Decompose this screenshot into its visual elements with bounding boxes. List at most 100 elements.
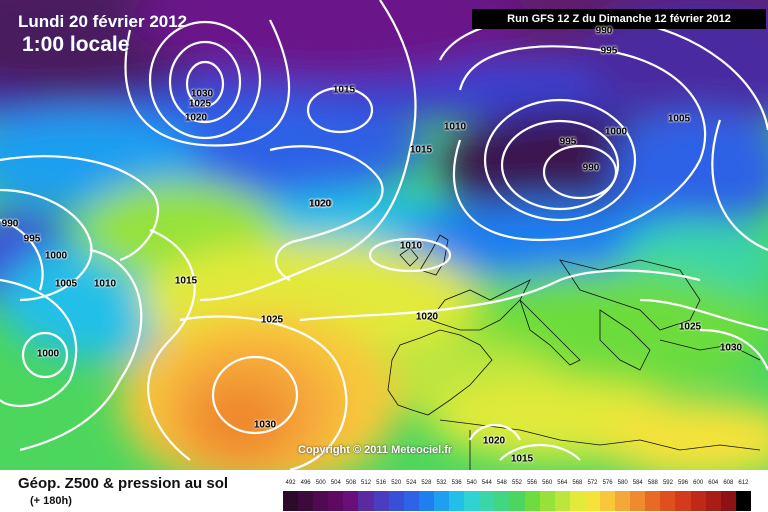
scale-tick-label: 516 — [376, 480, 387, 486]
isobar-label: 995 — [600, 45, 618, 57]
isobar-label: 1015 — [174, 275, 198, 287]
scale-swatch — [554, 491, 570, 511]
isobar-label: 1030 — [253, 419, 277, 431]
isobar-label: 990 — [582, 162, 600, 174]
scale-tick-label: 588 — [647, 480, 658, 486]
scale-tick-label: 524 — [406, 480, 417, 486]
scale-tick-label: 584 — [632, 480, 643, 486]
copyright-notice: Copyright © 2011 Meteociel.fr — [298, 444, 453, 456]
scale-swatch — [494, 491, 510, 511]
scale-swatch — [433, 491, 450, 511]
scale-swatch — [539, 491, 555, 511]
scale-tick-label: 496 — [300, 480, 311, 486]
scale-ticks: 492 496 500 504 508 512 516 520 524 528 532 536 540 5… — [283, 480, 751, 490]
isobar-label: 1015 — [510, 453, 534, 465]
scale-tick-label: 556 — [527, 480, 538, 486]
scale-swatch — [449, 491, 465, 511]
scale-tick-label: 612 — [738, 480, 749, 486]
isobar-label: 1010 — [93, 278, 117, 290]
isobar-label: 995 — [23, 233, 41, 245]
scale-swatch — [313, 491, 329, 511]
scale-tick-label: 512 — [361, 480, 372, 486]
scale-swatch — [509, 491, 525, 511]
forecast-time: 1:00 locale — [22, 33, 130, 56]
scale-swatch — [328, 491, 344, 511]
scale-tick-label: 492 — [285, 480, 296, 486]
weather-map: Lundi 20 février 2012 1:00 locale Run GF… — [0, 0, 768, 470]
scale-tick-label: 520 — [391, 480, 402, 486]
scale-tick-label: 576 — [602, 480, 613, 486]
legend-footer: Géop. Z500 & pression au sol (+ 180h) 49… — [0, 470, 768, 512]
isobar-label: 1010 — [443, 121, 467, 133]
scale-tick-label: 608 — [723, 480, 734, 486]
scale-swatch — [615, 491, 631, 511]
isobar-label: 990 — [595, 25, 613, 37]
isobar-label: 1010 — [399, 240, 423, 252]
isobar-label: 1030 — [190, 88, 214, 100]
scale-tick-label: 544 — [481, 480, 492, 486]
isobar-label: 1020 — [309, 198, 333, 210]
isobar-label: 1020 — [308, 198, 332, 210]
scale-tick-label: 572 — [587, 480, 598, 486]
isobars — [0, 0, 768, 470]
scale-swatch — [343, 491, 359, 511]
scale-tick-label: 504 — [330, 480, 341, 486]
isobar-label: 1025 — [678, 321, 702, 333]
scale-tick-label: 528 — [421, 480, 432, 486]
scale-tick-label: 592 — [662, 480, 673, 486]
scale-tick-label: 536 — [451, 480, 462, 486]
scale-swatch — [599, 491, 616, 511]
isobar-label: 990 — [1, 218, 19, 230]
isobar-label: 1005 — [667, 113, 691, 125]
forecast-date: Lundi 20 février 2012 — [18, 12, 188, 31]
scale-swatch — [418, 491, 434, 511]
scale-swatch — [388, 491, 404, 511]
isobar-label: 995 — [559, 136, 577, 148]
scale-tick-label: 600 — [693, 480, 704, 486]
scale-swatch — [464, 491, 480, 511]
scale-swatch — [479, 491, 495, 511]
isobar-label: 1020 — [415, 311, 439, 323]
scale-swatch — [298, 491, 314, 511]
scale-swatch — [720, 491, 736, 511]
scale-swatch — [705, 491, 721, 511]
scale-swatch — [675, 491, 691, 511]
scale-tick-label: 604 — [708, 480, 719, 486]
scale-swatch — [373, 491, 389, 511]
scale-swatch — [660, 491, 676, 511]
scale-tick-label: 568 — [572, 480, 583, 486]
isobar-label: 1000 — [604, 126, 628, 138]
scale-swatch — [403, 491, 419, 511]
scale-tick-label: 532 — [436, 480, 447, 486]
scale-swatch — [645, 491, 661, 511]
scale-swatch — [630, 491, 646, 511]
map-canvas — [0, 0, 768, 470]
isobar-label: 1015 — [409, 144, 433, 156]
isobar-label: 1000 — [44, 250, 68, 262]
isobar-label: 1025 — [188, 98, 212, 110]
scale-swatch — [690, 491, 706, 511]
scale-swatch — [584, 491, 600, 511]
isobar-label: 1015 — [332, 84, 356, 96]
scale-tick-label: 560 — [542, 480, 553, 486]
isobar-label: 1020 — [184, 112, 208, 124]
isobar-label: 1000 — [36, 348, 60, 360]
isobar-label: 1005 — [54, 278, 78, 290]
scale-tick-label: 564 — [557, 480, 568, 486]
model-run-banner: Run GFS 12 Z du Dimanche 12 février 2012 — [472, 9, 766, 29]
coastlines — [387, 234, 761, 470]
scale-tick-label: 508 — [345, 480, 356, 486]
scale-tick-label: 500 — [315, 480, 326, 486]
scale-tick-label: 552 — [511, 480, 523, 486]
scale-tick-label: 580 — [617, 480, 628, 486]
isobar-label: 1020 — [482, 435, 506, 447]
scale-swatch — [524, 491, 540, 511]
scale-tick-label: 548 — [496, 480, 507, 486]
scale-swatch — [735, 491, 751, 511]
scale-swatch — [283, 491, 299, 511]
scale-tick-label: 596 — [678, 480, 689, 486]
scale-swatch — [569, 491, 585, 511]
chart-title: Géop. Z500 & pression au sol — [18, 475, 229, 492]
scale-tick-label: 540 — [466, 480, 477, 486]
isobar-label: 1030 — [719, 342, 743, 354]
